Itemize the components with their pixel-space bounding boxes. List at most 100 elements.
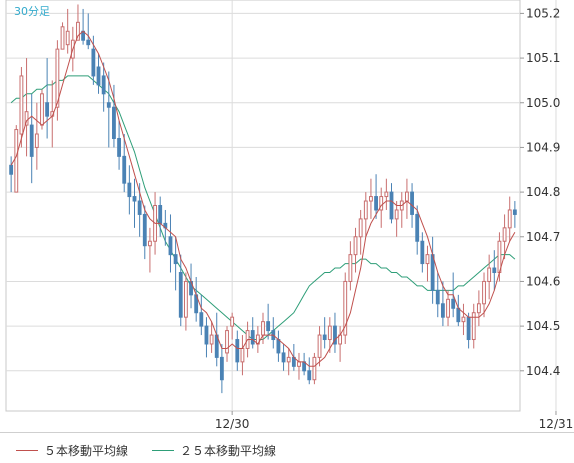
candle-body-up	[55, 48, 60, 108]
candle-body-up	[24, 111, 29, 126]
candle-body-up	[369, 196, 373, 202]
candle-body-up	[317, 334, 322, 358]
candle-body-down	[512, 209, 517, 215]
ma5-line-layer	[10, 30, 516, 367]
candle-body-up	[476, 303, 481, 314]
candle-body-up	[76, 21, 80, 41]
candle-body-down	[374, 196, 378, 211]
y-tick-label: 105.2	[526, 6, 560, 20]
candle-body-down	[117, 137, 121, 157]
candle-body-up	[40, 93, 44, 126]
candle-body-up	[384, 191, 389, 198]
axis-labels: 105.2 105.1 105.0 104.9 104.8 104.7 104.6 104.5…	[215, 6, 573, 431]
candle-body-down	[333, 325, 337, 345]
candle-body-down	[106, 102, 111, 108]
candle-body-up	[405, 191, 409, 202]
candle-body-up	[507, 209, 512, 229]
candle-body-down	[410, 191, 414, 215]
y-tick-label: 105.1	[526, 51, 560, 65]
candle-body-up	[312, 356, 317, 381]
candle-body-down	[389, 191, 394, 220]
candle-body-down	[266, 321, 271, 332]
candle-body-down	[415, 213, 420, 242]
candle-body-down	[45, 102, 50, 117]
candle-body-down	[466, 316, 471, 341]
chart-canvas: 105.2 105.1 105.0 104.9 104.8 104.7 104.6 104.5…	[5, 0, 573, 431]
plot-area	[5, 0, 521, 412]
y-tick-label: 104.4	[526, 364, 560, 378]
candle-body-down	[137, 200, 142, 215]
candle-body-down	[127, 182, 132, 198]
candle-body-up	[461, 316, 466, 323]
candle-body-down	[142, 213, 147, 247]
candle-body-down	[101, 75, 106, 95]
candle-body-up	[183, 280, 188, 318]
candles-layer	[9, 4, 517, 394]
candle-body-down	[322, 334, 327, 341]
candle-body-down	[158, 205, 163, 224]
candle-body-down	[456, 307, 461, 323]
candle-body-up	[471, 312, 476, 341]
candle-body-up	[286, 356, 291, 363]
legend-item-ma5: ５本移動平均線	[16, 442, 128, 459]
x-tick-label: 12/30	[215, 417, 250, 431]
candle-body-down	[96, 66, 101, 86]
candle-body-down	[29, 124, 34, 157]
candle-body-down	[112, 106, 116, 139]
candle-body-down	[440, 303, 445, 318]
y-tick-label: 104.7	[526, 230, 560, 244]
y-tick-label: 104.6	[526, 274, 560, 288]
legend-item-ma25: ２５本移動平均線	[152, 442, 276, 459]
candle-body-up	[343, 280, 348, 336]
candle-body-down	[204, 325, 209, 345]
candle-body-down	[199, 312, 204, 327]
candle-body-up	[348, 254, 353, 282]
period-label: 30分足	[14, 5, 50, 18]
y-tick-label: 104.5	[526, 319, 560, 333]
candle-body-up	[225, 330, 229, 354]
candle-body-down	[91, 48, 96, 77]
candle-body-down	[122, 155, 127, 184]
candle-body-up	[60, 26, 65, 50]
candle-body-down	[420, 240, 425, 265]
candle-body-up	[240, 347, 245, 363]
candle-body-down	[86, 39, 91, 46]
x-tick-label: 12/31	[539, 417, 574, 431]
candle-body-up	[230, 316, 235, 327]
candle-body-up	[482, 280, 486, 305]
candle-body-down	[276, 339, 281, 354]
y-tick-label: 104.8	[526, 185, 560, 199]
candle-body-up	[297, 361, 301, 367]
candle-body-down	[219, 356, 224, 381]
candle-body-down	[173, 254, 178, 265]
candle-body-up	[65, 30, 70, 46]
candle-body-down	[435, 289, 440, 305]
legend-swatch-ma25	[152, 450, 174, 451]
candle-body-down	[235, 339, 240, 363]
candle-body-up	[14, 129, 19, 193]
candle-body-down	[9, 164, 14, 175]
candle-body-up	[425, 254, 430, 265]
candle-body-up	[379, 196, 384, 211]
candle-body-up	[34, 133, 39, 148]
candle-body-down	[132, 196, 137, 202]
candle-body-up	[19, 75, 24, 135]
candle-body-up	[487, 267, 492, 282]
candle-body-up	[148, 240, 152, 247]
candle-body-down	[178, 272, 183, 318]
candle-body-down	[168, 236, 173, 256]
candle-body-up	[446, 298, 450, 318]
candle-body-up	[209, 334, 214, 345]
legend-label-ma5: ５本移動平均線	[44, 444, 129, 458]
candle-body-down	[492, 267, 497, 274]
legend-label-ma25: ２５本移動平均線	[180, 444, 277, 458]
candle-body-up	[502, 227, 507, 242]
y-tick-label: 104.9	[526, 140, 560, 154]
legend: ５本移動平均線 ２５本移動平均線	[0, 432, 574, 463]
candle-body-up	[363, 200, 368, 220]
candle-body-up	[327, 325, 332, 341]
candle-body-up	[358, 218, 363, 238]
candle-body-down	[281, 352, 286, 363]
candle-body-up	[394, 209, 399, 220]
